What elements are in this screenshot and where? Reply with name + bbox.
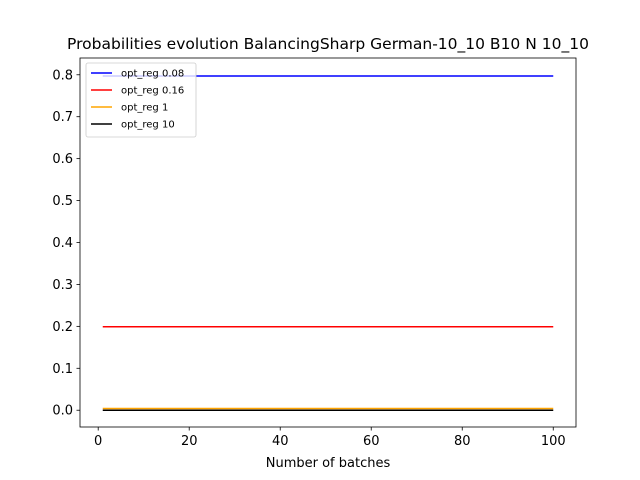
x-tick-label: 40 xyxy=(272,434,289,449)
x-tick-label: 100 xyxy=(541,434,566,449)
plot-area: 0 20 40 60 80 100 0.0 0.1 0.2 0.3 0.4 0.5 0.6 0.7 0.8 xyxy=(52,57,577,449)
chart-title: Probabilities evolution BalancingSharp G… xyxy=(67,35,589,54)
x-tick-label: 80 xyxy=(454,434,471,449)
y-tick-label: 0.6 xyxy=(52,152,73,167)
legend-label: opt_reg 0.08 xyxy=(121,69,184,80)
legend-label: opt_reg 1 xyxy=(121,103,168,114)
y-tick-label: 0.2 xyxy=(52,320,73,335)
legend: opt_reg 0.08 opt_reg 0.16 opt_reg 1 opt_reg… xyxy=(85,62,197,138)
x-axis-label: Number of batches xyxy=(266,456,391,471)
legend-label: opt_reg 10 xyxy=(121,120,175,131)
x-tick-label: 20 xyxy=(181,434,198,449)
y-tick-label: 0.1 xyxy=(52,362,73,377)
y-tick-label: 0.8 xyxy=(52,68,73,83)
legend-label: opt_reg 0.16 xyxy=(121,86,184,97)
y-tick-label: 0.3 xyxy=(52,278,73,293)
y-tick-label: 0.0 xyxy=(52,404,73,419)
legend-box xyxy=(85,62,197,138)
x-tick-label: 60 xyxy=(363,434,380,449)
x-tick-label: 0 xyxy=(94,434,102,449)
y-tick-label: 0.5 xyxy=(52,194,73,209)
y-tick-label: 0.7 xyxy=(52,110,73,125)
y-tick-label: 0.4 xyxy=(52,236,73,251)
